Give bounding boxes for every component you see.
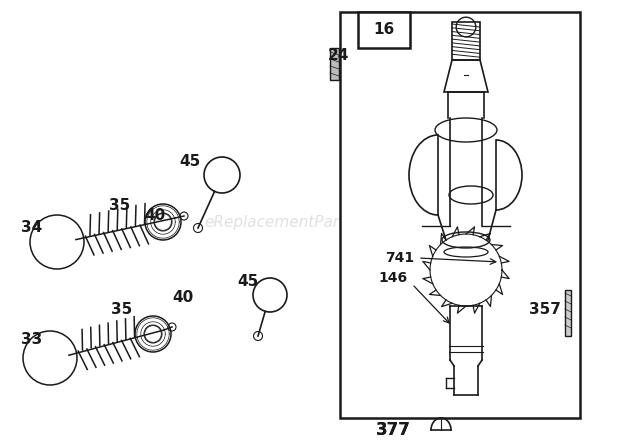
Text: 45: 45 [179,154,201,169]
Text: 40: 40 [172,290,193,306]
Text: 45: 45 [237,274,259,289]
Text: 40: 40 [144,208,166,223]
Bar [358,12,410,48]
Text: 377: 377 [376,421,410,439]
Bar [330,48,339,80]
Text: eReplacementParts.com: eReplacementParts.com [204,215,391,231]
Text: 741: 741 [386,251,415,265]
Text: 377: 377 [376,421,410,439]
Text: 35: 35 [109,198,131,214]
Text: 34: 34 [21,220,43,235]
Bar [452,22,480,60]
Text: 16: 16 [373,22,394,37]
Bar [565,290,571,336]
Bar [340,12,580,418]
Text: 35: 35 [112,302,133,318]
Text: 357: 357 [529,302,561,318]
Text: 24: 24 [327,48,348,62]
Text: 146: 146 [378,271,407,285]
Text: 33: 33 [21,333,43,347]
